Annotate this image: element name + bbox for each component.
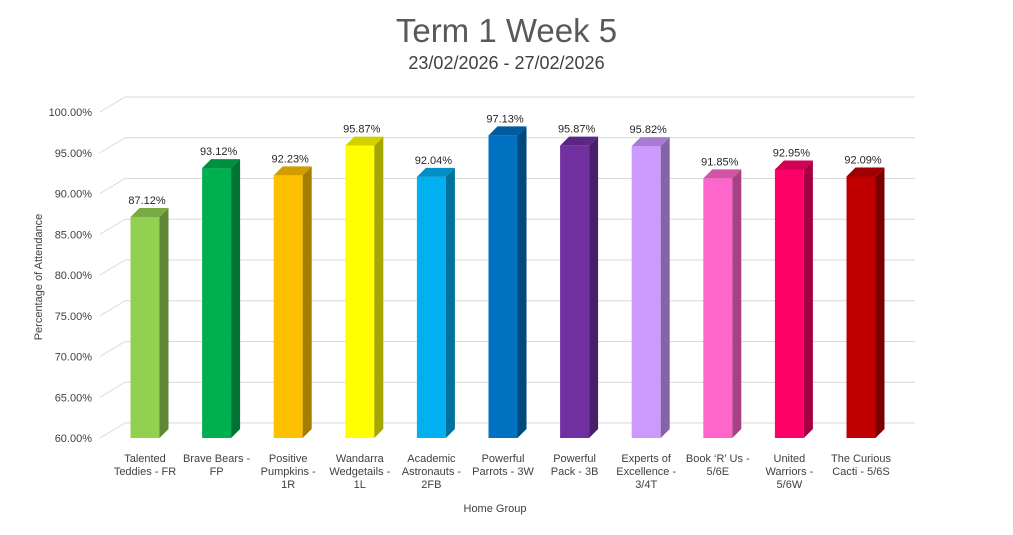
y-tick-label: 65.00% <box>55 392 93 404</box>
data-label: 93.12% <box>200 146 238 158</box>
bar-side <box>445 167 455 438</box>
x-axis-title: Home Group <box>464 503 527 515</box>
gridline-side <box>99 259 126 276</box>
bar <box>631 137 670 438</box>
bar <box>416 167 455 438</box>
bar-top <box>846 167 885 177</box>
bar-top <box>631 137 670 147</box>
y-tick-label: 80.00% <box>55 270 93 282</box>
bar-side <box>517 126 527 438</box>
bar-side <box>803 160 813 438</box>
bar-front <box>345 145 375 439</box>
bar <box>202 159 241 438</box>
data-label: 92.95% <box>773 147 811 159</box>
bar <box>560 136 599 439</box>
bar-front <box>631 146 661 438</box>
gridline-side <box>99 300 126 317</box>
bar-side <box>374 136 384 439</box>
y-tick-label: 75.00% <box>55 311 93 323</box>
bar-front <box>416 176 446 438</box>
y-tick-label: 60.00% <box>55 433 93 445</box>
bar-top <box>416 167 455 177</box>
bar-front <box>202 168 232 438</box>
bar <box>273 166 312 438</box>
bar-top <box>703 169 742 179</box>
bar-side <box>159 207 169 438</box>
bar-top <box>774 160 813 170</box>
bar-front <box>846 176 876 439</box>
bar-side <box>875 167 885 439</box>
bar-side <box>302 166 312 438</box>
data-label: 95.82% <box>630 124 668 136</box>
bar <box>703 169 742 439</box>
bar <box>345 136 384 439</box>
category-label: United Warriors -5/6W <box>765 453 813 491</box>
gridline-side <box>99 218 126 235</box>
gridline-side <box>99 178 126 194</box>
category-label: The Curious Cacti - 5/6S <box>831 453 891 478</box>
bar-front <box>273 175 303 438</box>
bar-top <box>273 166 312 176</box>
y-axis-title: Percentage of Attendance <box>33 214 45 341</box>
bar-front <box>774 169 804 438</box>
category-label: Powerful Pack - 3B <box>551 453 599 478</box>
bar-side <box>231 159 241 438</box>
gridline-side <box>99 422 126 439</box>
data-label: 87.12% <box>128 195 166 207</box>
bar-top <box>202 159 241 169</box>
y-tick-label: 95.00% <box>55 148 93 160</box>
data-label: 92.23% <box>272 153 310 165</box>
category-label: Brave Bears -FP <box>183 453 251 478</box>
data-label: 92.09% <box>844 154 882 166</box>
bar-top <box>345 136 384 146</box>
bar-front <box>130 216 160 438</box>
category-label: Book ‘R’ Us -5/6E <box>686 453 750 478</box>
data-label: 95.87% <box>558 124 596 136</box>
y-tick-label: 70.00% <box>55 352 93 364</box>
bar <box>774 160 813 438</box>
data-label: 97.13% <box>486 113 524 125</box>
category-label: Academic Astronauts -2FB <box>402 453 462 491</box>
gridline-side <box>99 96 126 113</box>
gridline-side <box>99 137 126 154</box>
bar-top <box>488 126 527 136</box>
bar <box>488 126 527 438</box>
category-label: Experts of Excellence -3/4T <box>616 453 676 491</box>
bar <box>846 167 885 439</box>
category-label: Powerful Parrots - 3W <box>472 453 534 478</box>
bar-side <box>660 137 670 438</box>
data-label: 91.85% <box>701 156 739 168</box>
category-label: Talented Teddies - FR <box>114 453 176 478</box>
bar-top <box>130 207 169 217</box>
y-tick-label: 100.00% <box>49 107 93 119</box>
y-tick-label: 85.00% <box>55 229 93 241</box>
bar-side <box>732 169 742 439</box>
bar-front <box>488 135 518 438</box>
data-label: 92.04% <box>415 155 453 167</box>
bar <box>130 207 169 438</box>
y-tick-label: 90.00% <box>55 189 93 201</box>
bar-front <box>560 145 590 439</box>
gridline-side <box>99 341 126 357</box>
category-label: Wandarra Wedgetails -1L <box>329 453 390 491</box>
bar-front <box>703 178 733 439</box>
data-label: 95.87% <box>343 124 381 136</box>
chart-title: Term 1 Week 5 <box>395 12 618 49</box>
chart-subtitle: 23/02/2026 - 27/02/2026 <box>408 53 605 73</box>
gridline-side <box>99 381 126 398</box>
bar-side <box>589 136 599 439</box>
bar-top <box>560 136 599 146</box>
category-label: Positive Pumpkins -1R <box>261 453 316 491</box>
